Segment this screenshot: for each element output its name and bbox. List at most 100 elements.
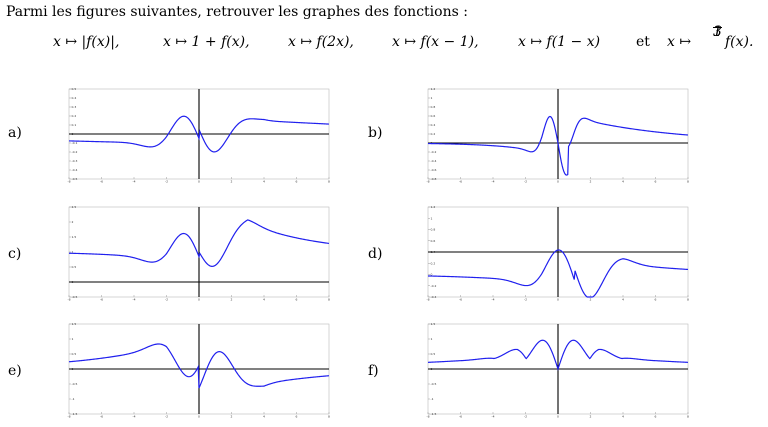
x-tick-label: -6 xyxy=(100,415,103,419)
x-tick-label: 2 xyxy=(231,180,233,184)
y-tick-label: -0.2 xyxy=(431,150,437,154)
x-tick-label: -6 xyxy=(100,298,103,302)
y-tick-label: 0.6 xyxy=(431,114,436,118)
y-tick-label: 1 xyxy=(431,216,433,220)
x-tick-label: 6 xyxy=(296,415,298,419)
exercise-statement: Parmi les figures suivantes, retrouver l… xyxy=(6,4,468,20)
x-tick-label: -2 xyxy=(165,415,168,419)
y-tick-label: 0.4 xyxy=(431,123,436,127)
y-tick-label: 0.2 xyxy=(431,261,436,265)
x-tick-label: 8 xyxy=(687,180,689,184)
function-1-minus-x: x ↦ f(1 − x) xyxy=(518,34,601,50)
y-tick-label: -1.5 xyxy=(431,412,437,416)
y-tick-label: -0.4 xyxy=(431,295,437,299)
x-tick-label: 6 xyxy=(655,180,657,184)
y-tick-label: -1 xyxy=(431,397,434,401)
x-tick-label: 0 xyxy=(557,298,559,302)
function-2x: x ↦ f(2x), xyxy=(288,34,354,50)
y-tick-label: 0.5 xyxy=(431,352,436,356)
x-tick-label: -8 xyxy=(68,298,71,302)
y-tick-label: -0.3 xyxy=(72,159,78,163)
function-curve xyxy=(68,219,330,267)
function-x-minus-1: x ↦ f(x − 1), xyxy=(392,34,479,50)
fraction-denominator: 3 xyxy=(713,24,722,40)
fraction-bar xyxy=(713,27,722,28)
y-tick-label: 0 xyxy=(431,273,433,277)
function-curve xyxy=(427,249,689,298)
x-tick-label: -4 xyxy=(492,415,495,419)
fraction-numerator: 1 xyxy=(713,24,722,40)
x-tick-label: -2 xyxy=(165,180,168,184)
function-curve xyxy=(427,339,689,371)
x-tick-label: -6 xyxy=(459,180,462,184)
y-tick-label: -0.8 xyxy=(431,177,437,181)
panel-label-b: b) xyxy=(368,125,383,141)
y-tick-label: -0.4 xyxy=(72,168,78,172)
x-tick-label: -8 xyxy=(427,298,430,302)
y-tick-label: 0.6 xyxy=(431,239,436,243)
y-tick-label: -0.4 xyxy=(431,159,437,163)
x-tick-label: -6 xyxy=(459,415,462,419)
panel-label-f: f) xyxy=(368,363,379,379)
x-tick-label: -4 xyxy=(133,298,136,302)
y-tick-label: 0.5 xyxy=(72,265,77,269)
y-tick-label: -1.5 xyxy=(72,412,78,416)
y-tick-label: 0.8 xyxy=(431,228,436,232)
function-curve xyxy=(68,343,330,389)
function-third-suffix: f(x). xyxy=(725,34,754,50)
y-tick-label: 2.5 xyxy=(72,205,77,209)
y-tick-label: 1.5 xyxy=(72,322,77,326)
x-tick-label: -2 xyxy=(524,298,527,302)
y-tick-label: -0.5 xyxy=(72,382,78,386)
y-tick-label: -0.6 xyxy=(431,168,437,172)
x-tick-label: 4 xyxy=(622,298,624,302)
x-tick-label: 4 xyxy=(622,415,624,419)
x-tick-label: 6 xyxy=(296,298,298,302)
x-tick-label: 4 xyxy=(263,415,265,419)
function-list: x ↦ |f(x)|, x ↦ 1 + f(x), x ↦ f(2x), x ↦… xyxy=(0,25,768,74)
conjunction-et: et xyxy=(636,34,650,50)
y-tick-label: -1 xyxy=(72,397,75,401)
y-tick-label: 1.5 xyxy=(72,235,77,239)
x-tick-label: 0 xyxy=(557,415,559,419)
y-tick-label: 0.5 xyxy=(72,87,77,91)
x-tick-label: 2 xyxy=(590,415,592,419)
panel-label-d: d) xyxy=(368,246,383,262)
x-tick-label: 8 xyxy=(687,298,689,302)
x-tick-label: 2 xyxy=(231,415,233,419)
y-tick-label: 2 xyxy=(72,220,74,224)
x-tick-label: 0 xyxy=(198,415,200,419)
function-abs: x ↦ |f(x)|, xyxy=(53,34,120,50)
x-tick-label: 2 xyxy=(231,298,233,302)
panel-label-e: e) xyxy=(8,363,22,379)
x-tick-label: -4 xyxy=(492,180,495,184)
x-tick-label: -8 xyxy=(68,415,71,419)
y-tick-label: 0.8 xyxy=(431,105,436,109)
x-tick-label: 6 xyxy=(296,180,298,184)
panel-label-a: a) xyxy=(8,125,22,141)
y-tick-label: -0.1 xyxy=(72,141,78,145)
y-tick-label: -0.5 xyxy=(72,177,78,181)
panel-label-c: c) xyxy=(8,246,22,262)
x-tick-label: -2 xyxy=(524,415,527,419)
y-tick-label: 1 xyxy=(431,337,433,341)
y-tick-label: -0.2 xyxy=(72,150,78,154)
plot-b: -8-6-4-2024681.210.80.60.40.20-0.2-0.4-0… xyxy=(427,87,690,184)
x-tick-label: 8 xyxy=(328,415,330,419)
x-tick-label: 0 xyxy=(557,180,559,184)
x-tick-label: -4 xyxy=(133,180,136,184)
function-third-prefix: x ↦ xyxy=(667,34,692,50)
x-tick-label: 6 xyxy=(655,415,657,419)
y-tick-label: 0.3 xyxy=(72,105,77,109)
y-tick-label: -0.5 xyxy=(72,295,78,299)
y-tick-label: 1.2 xyxy=(431,87,436,91)
x-tick-label: 2 xyxy=(590,180,592,184)
x-tick-label: 4 xyxy=(622,180,624,184)
y-tick-label: 1 xyxy=(72,250,74,254)
x-tick-label: -2 xyxy=(165,298,168,302)
y-tick-label: 0.2 xyxy=(431,132,436,136)
x-tick-label: 2 xyxy=(590,298,592,302)
